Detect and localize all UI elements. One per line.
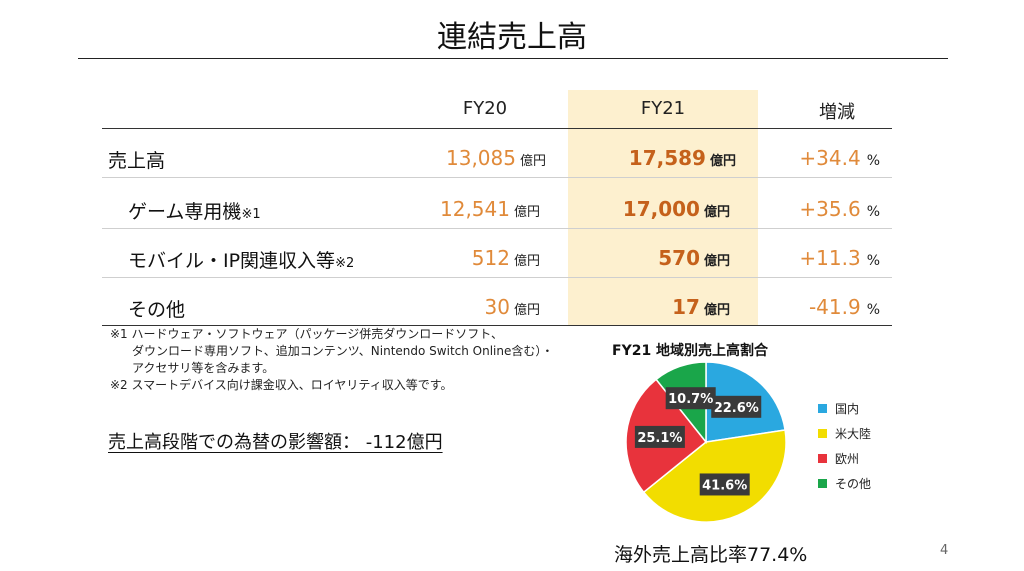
cell-fy20-mobile-ip: 512 億円 bbox=[471, 246, 540, 270]
pie-label-box bbox=[665, 387, 716, 410]
legend-item-europe: 欧州 bbox=[818, 446, 871, 471]
pie-data-label: 22.6% bbox=[711, 395, 762, 418]
legend-item-americas: 米大陸 bbox=[818, 421, 871, 446]
footnotes: ※1 ハードウェア・ソフトウェア（パッケージ併売ダウンロードソフト、 ダウンロー… bbox=[110, 326, 553, 394]
fy21-highlight-column bbox=[568, 90, 758, 325]
cell-fy21-mobile-ip: 570 億円 bbox=[658, 246, 730, 270]
pie-data-label: 10.7% bbox=[665, 387, 716, 410]
row-divider bbox=[102, 228, 892, 229]
legend-item-domestic: 国内 bbox=[818, 396, 871, 421]
pie-label-box bbox=[634, 425, 685, 448]
legend-item-other: その他 bbox=[818, 471, 871, 496]
cell-change-mobile-ip: +11.3% bbox=[799, 246, 880, 270]
pie-label-box bbox=[711, 395, 762, 418]
title-divider bbox=[78, 58, 948, 59]
page-number: 4 bbox=[940, 543, 949, 558]
cell-fy20-other: 30 億円 bbox=[484, 295, 540, 319]
cell-change-other: -41.9% bbox=[808, 295, 880, 319]
pie-chart: 22.6% 41.6% 25.1% 10.7% bbox=[625, 361, 787, 523]
pie-chart-title: FY21 地域別売上高割合 bbox=[612, 343, 769, 359]
page-title: 連結売上高 bbox=[437, 20, 587, 55]
footnote-1-cont: ダウンロード専用ソフト、追加コンテンツ、Nintendo Switch Onli… bbox=[132, 344, 554, 358]
cell-fy21-sales: 17,589 億円 bbox=[628, 146, 736, 170]
header-fy20: FY20 bbox=[462, 98, 508, 119]
footnote-1-cont: アクセサリ等を含みます。 bbox=[132, 361, 275, 375]
overseas-sales-ratio: 海外売上高比率77.4% bbox=[614, 544, 808, 566]
row-label-mobile-ip: モバイル・IP関連収入等※2 bbox=[128, 250, 355, 272]
cell-change-sales: +34.4% bbox=[799, 146, 880, 170]
pie-label-text: 10.7% bbox=[668, 392, 713, 407]
pie-label-text: 41.6% bbox=[702, 478, 747, 493]
header-change: 増減 bbox=[819, 102, 855, 123]
header-fy21: FY21 bbox=[640, 98, 686, 119]
cell-change-dedicated-consoles: +35.6% bbox=[799, 197, 880, 221]
cell-fy20-dedicated-consoles: 12,541 億円 bbox=[440, 197, 540, 221]
pie-label-text: 22.6% bbox=[714, 401, 759, 416]
pie-data-label: 25.1% bbox=[634, 425, 685, 448]
legend-swatch bbox=[818, 454, 827, 463]
header-rule bbox=[102, 128, 892, 129]
legend-swatch bbox=[818, 429, 827, 438]
pie-data-label: 41.6% bbox=[699, 473, 750, 496]
row-divider bbox=[102, 177, 892, 178]
cell-fy21-other: 17 億円 bbox=[672, 295, 730, 319]
pie-label-box bbox=[699, 473, 750, 496]
table-bottom-rule bbox=[102, 325, 892, 326]
pie-legend: 国内 米大陸 欧州 その他 bbox=[818, 396, 871, 496]
footnote-1: ※1 ハードウェア・ソフトウェア（パッケージ併売ダウンロードソフト、 bbox=[110, 327, 504, 341]
row-label-sales: 売上高 bbox=[108, 150, 166, 172]
cell-fy21-dedicated-consoles: 17,000 億円 bbox=[622, 197, 730, 221]
cell-fy20-sales: 13,085 億円 bbox=[446, 146, 546, 170]
legend-swatch bbox=[818, 404, 827, 413]
row-label-other: その他 bbox=[128, 299, 186, 321]
row-label-dedicated-consoles: ゲーム専用機※1 bbox=[128, 201, 261, 223]
fx-impact-text: 売上高段階での為替の影響額： -112億円 bbox=[108, 432, 443, 453]
pie-label-text: 25.1% bbox=[637, 431, 682, 446]
footnote-2: ※2 スマートデバイス向け課金収入、ロイヤリティ収入等です。 bbox=[110, 378, 453, 392]
legend-swatch bbox=[818, 479, 827, 488]
row-divider bbox=[102, 277, 892, 278]
